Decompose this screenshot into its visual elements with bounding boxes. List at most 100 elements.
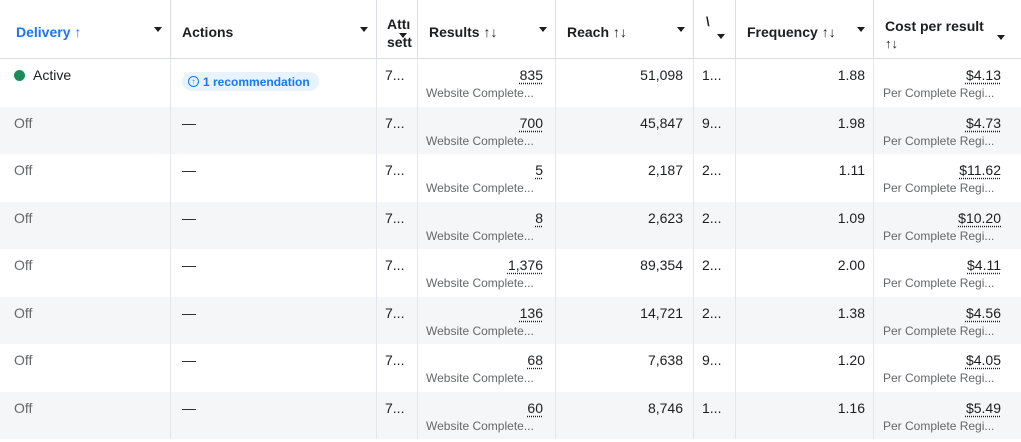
column-header-cost-per-result[interactable]: Cost per result ↑↓ bbox=[874, 0, 1021, 58]
table-row[interactable]: Off — 7... 136 Website Complete... 14,721 2...… bbox=[0, 296, 1021, 344]
column-header-actions[interactable]: Actions bbox=[171, 0, 377, 58]
cell-results: 5 Website Complete... bbox=[418, 154, 556, 202]
table-row[interactable]: Off — 7... 68 Website Complete... 7,638 9... 1.… bbox=[0, 344, 1021, 392]
results-type: Website Complete... bbox=[426, 323, 534, 338]
delivery-status: Off bbox=[14, 209, 33, 226]
results-value[interactable]: 1,376 bbox=[507, 257, 543, 273]
caret-down-icon[interactable] bbox=[539, 27, 547, 32]
cell-actions: ↑ 1 recommendation bbox=[171, 59, 377, 107]
delivery-status: Off bbox=[14, 399, 33, 416]
cell-cost-per-result: $4.05 Per Complete Regi... bbox=[874, 344, 1021, 392]
frequency-value: 1.11 bbox=[838, 162, 865, 178]
cost-value[interactable]: $4.73 bbox=[965, 114, 1001, 131]
actions-header-label[interactable]: Actions bbox=[182, 24, 234, 40]
results-value[interactable]: 8 bbox=[535, 209, 543, 226]
cell-reach: 89,354 bbox=[556, 249, 694, 297]
no-action: — bbox=[182, 114, 196, 131]
table-row[interactable]: Off — 7... 8 Website Complete... 2,623 2... 1.0… bbox=[0, 201, 1021, 249]
results-value[interactable]: 60 bbox=[527, 399, 543, 416]
cost-value[interactable]: $11.62 bbox=[959, 162, 1001, 178]
reach-header-label[interactable]: Reach ↑↓ bbox=[567, 24, 627, 40]
cell-attribution: 7... bbox=[377, 59, 418, 107]
results-type: Website Complete... bbox=[426, 418, 534, 433]
caret-down-icon[interactable] bbox=[677, 27, 685, 32]
column-header-frequency[interactable]: Frequency ↑↓ bbox=[736, 0, 874, 58]
frequency-value: 2.00 bbox=[837, 257, 865, 273]
caret-down-icon[interactable] bbox=[399, 33, 407, 38]
results-value[interactable]: 68 bbox=[527, 352, 543, 368]
attribution-header-line1[interactable]: Attı bbox=[387, 16, 411, 32]
cell-reach: 45,847 bbox=[556, 106, 694, 154]
reach-value: 2,623 bbox=[647, 209, 683, 226]
active-status-dot-icon bbox=[14, 70, 25, 81]
column-header-attribution[interactable]: Attı sett bbox=[377, 0, 418, 58]
column-header-results[interactable]: Results ↑↓ bbox=[418, 0, 556, 58]
no-action: — bbox=[182, 304, 196, 321]
cost-type: Per Complete Regi... bbox=[883, 371, 995, 385]
results-value[interactable]: 700 bbox=[519, 114, 543, 131]
cell-reach: 7,638 bbox=[556, 344, 694, 392]
no-action: — bbox=[182, 399, 196, 416]
delivery-status: Off bbox=[14, 304, 33, 321]
reach-value: 51,098 bbox=[640, 67, 683, 83]
recommendation-badge[interactable]: ↑ 1 recommendation bbox=[182, 72, 319, 91]
results-type: Website Complete... bbox=[426, 228, 534, 243]
cell-results: 8 Website Complete... bbox=[418, 201, 556, 249]
cell-delivery: Off bbox=[0, 201, 171, 249]
cost-value[interactable]: $4.13 bbox=[965, 67, 1001, 83]
truncated-value: 2... bbox=[702, 304, 722, 321]
results-header-label[interactable]: Results ↑↓ bbox=[429, 24, 498, 40]
attribution-header-line2[interactable]: sett bbox=[387, 34, 412, 50]
cell-attribution: 7... bbox=[377, 106, 418, 154]
cost-value[interactable]: $4.11 bbox=[967, 257, 1001, 273]
cost-value[interactable]: $5.49 bbox=[965, 399, 1001, 416]
cell-results: 835 Website Complete... bbox=[418, 59, 556, 107]
cost-value[interactable]: $4.05 bbox=[965, 352, 1001, 368]
table-row[interactable]: Off — 7... 5 Website Complete... 2,187 2... 1.1… bbox=[0, 154, 1021, 202]
cell-truncated: 9... bbox=[694, 344, 736, 392]
recommendation-label[interactable]: 1 recommendation bbox=[203, 74, 310, 89]
delivery-status: Off bbox=[14, 352, 33, 368]
cell-frequency: 1.88 bbox=[736, 59, 874, 107]
cell-delivery: Off bbox=[0, 249, 171, 297]
table-row[interactable]: Off — 7... 700 Website Complete... 45,847 9...… bbox=[0, 106, 1021, 154]
reach-value: 2,187 bbox=[647, 162, 683, 178]
results-value[interactable]: 835 bbox=[519, 67, 543, 83]
no-action: — bbox=[182, 209, 196, 226]
caret-down-icon[interactable] bbox=[154, 27, 162, 32]
results-value[interactable]: 5 bbox=[535, 162, 543, 178]
caret-down-icon[interactable] bbox=[857, 27, 865, 32]
cost-header-line2[interactable]: ↑↓ bbox=[885, 36, 898, 51]
cell-delivery: Active bbox=[0, 59, 171, 107]
cost-type: Per Complete Regi... bbox=[883, 86, 995, 100]
caret-down-icon[interactable] bbox=[997, 35, 1005, 40]
table-row[interactable]: Off — 7... 1,376 Website Complete... 89,354 2.… bbox=[0, 249, 1021, 297]
column-header-truncated[interactable]: \ bbox=[694, 0, 736, 58]
cost-type: Per Complete Regi... bbox=[883, 323, 995, 338]
frequency-value: 1.09 bbox=[837, 209, 865, 226]
cost-type: Per Complete Regi... bbox=[883, 418, 995, 433]
cell-delivery: Off bbox=[0, 391, 171, 439]
table-row[interactable]: Active ↑ 1 recommendation 7... 835 Website Co… bbox=[0, 59, 1021, 107]
caret-down-icon[interactable] bbox=[360, 27, 368, 32]
cell-frequency: 1.38 bbox=[736, 296, 874, 344]
table-row[interactable]: Off — 7... 60 Website Complete... 8,746 1... 1.… bbox=[0, 391, 1021, 440]
cell-cost-per-result: $5.49 Per Complete Regi... bbox=[874, 392, 1021, 440]
caret-down-icon[interactable] bbox=[717, 34, 725, 39]
cell-frequency: 1.09 bbox=[736, 201, 874, 249]
reach-value: 89,354 bbox=[640, 257, 683, 273]
delivery-header-label[interactable]: Delivery ↑ bbox=[16, 24, 82, 40]
cost-type: Per Complete Regi... bbox=[883, 181, 995, 195]
frequency-value: 1.98 bbox=[837, 114, 865, 131]
results-value[interactable]: 136 bbox=[519, 304, 543, 321]
truncated-header-label[interactable]: \ bbox=[706, 14, 710, 29]
column-header-delivery[interactable]: Delivery ↑ bbox=[0, 0, 171, 58]
cost-value[interactable]: $4.56 bbox=[965, 304, 1001, 321]
cell-attribution: 7... bbox=[377, 154, 418, 202]
frequency-header-label[interactable]: Frequency ↑↓ bbox=[747, 24, 836, 40]
cell-delivery: Off bbox=[0, 106, 171, 154]
attribution-value: 7... bbox=[385, 114, 405, 131]
column-header-reach[interactable]: Reach ↑↓ bbox=[556, 0, 694, 58]
cost-header-line1[interactable]: Cost per result bbox=[885, 18, 984, 34]
cost-value[interactable]: $10.20 bbox=[958, 209, 1001, 226]
